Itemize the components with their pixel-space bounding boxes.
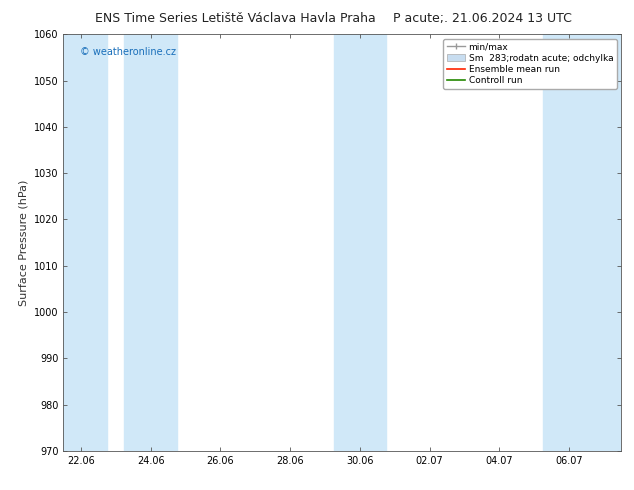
Y-axis label: Surface Pressure (hPa): Surface Pressure (hPa) (18, 179, 29, 306)
Bar (63, 34, 107, 451)
Text: P acute;. 21.06.2024 13 UTC: P acute;. 21.06.2024 13 UTC (393, 12, 572, 25)
Bar (543, 34, 621, 451)
Bar (333, 34, 386, 451)
Text: ENS Time Series Letiště Václava Havla Praha: ENS Time Series Letiště Václava Havla Pr… (95, 12, 376, 25)
Bar (124, 34, 177, 451)
Text: © weatheronline.cz: © weatheronline.cz (80, 47, 176, 57)
Legend: min/max, Sm  283;rodatn acute; odchylka, Ensemble mean run, Controll run: min/max, Sm 283;rodatn acute; odchylka, … (443, 39, 617, 89)
